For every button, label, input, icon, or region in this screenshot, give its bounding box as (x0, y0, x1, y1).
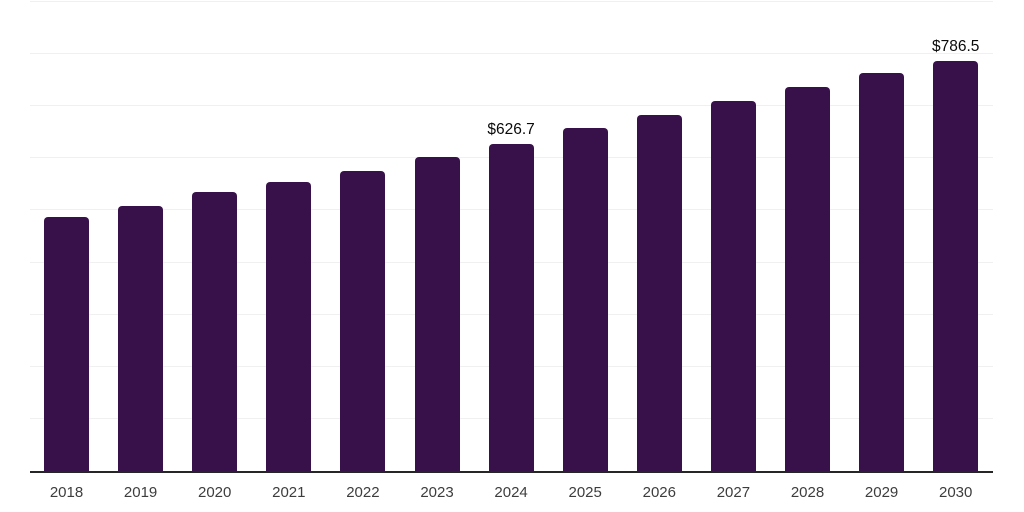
x-tick-2018: 2018 (49, 484, 84, 501)
data-label-2024: $626.7 (487, 120, 535, 138)
x-tick-2030: 2030 (939, 484, 973, 501)
x-tick-2029: 2029 (864, 484, 899, 501)
gridline-800 (30, 53, 993, 55)
x-tick-2020: 2020 (198, 484, 232, 501)
bar-2022[interactable] (340, 170, 386, 471)
x-tick-2028: 2028 (790, 484, 825, 501)
x-tick-2027: 2027 (716, 484, 751, 501)
gridline-700 (30, 105, 993, 107)
x-tick-2022: 2022 (346, 484, 380, 501)
x-tick-2024: 2024 (494, 484, 528, 501)
bar-2026[interactable] (636, 114, 682, 471)
bar-2019[interactable] (118, 205, 164, 471)
bar-2025[interactable] (562, 128, 608, 471)
x-tick-2026: 2026 (642, 484, 676, 501)
bar-2029[interactable] (859, 73, 905, 471)
x-tick-2023: 2023 (420, 484, 454, 501)
bar-2028[interactable] (785, 86, 830, 471)
gridline-900 (30, 1, 993, 2)
bar-2027[interactable] (710, 100, 756, 471)
bar-2024[interactable] (488, 144, 534, 471)
data-label-2030: $786.5 (931, 37, 980, 55)
bar-2018[interactable] (44, 216, 89, 471)
x-tick-2021: 2021 (272, 484, 306, 501)
plot-area: $626.7 $786.5 (30, 1, 993, 473)
bar-2030[interactable] (933, 61, 979, 471)
x-tick-2019: 2019 (123, 484, 158, 501)
bar-2021[interactable] (266, 181, 312, 471)
bar-2023[interactable] (414, 157, 460, 471)
x-tick-2025: 2025 (568, 484, 602, 501)
bar-2020[interactable] (192, 192, 238, 471)
